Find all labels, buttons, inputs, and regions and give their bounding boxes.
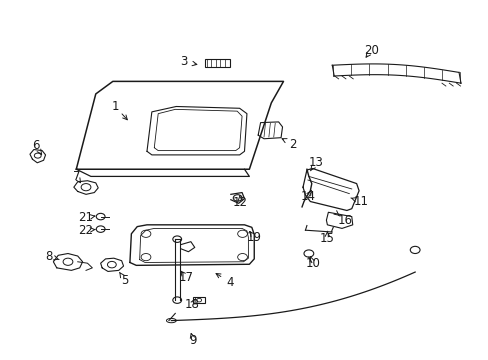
Text: 18: 18 (184, 298, 200, 311)
Text: 19: 19 (246, 231, 261, 244)
Text: 16: 16 (337, 214, 352, 227)
Text: 6: 6 (32, 139, 40, 152)
Text: 17: 17 (178, 271, 193, 284)
Text: 8: 8 (45, 249, 52, 262)
Text: 10: 10 (305, 257, 320, 270)
Text: 5: 5 (121, 274, 128, 287)
Text: 14: 14 (300, 190, 315, 203)
Text: 13: 13 (308, 156, 323, 169)
Text: 12: 12 (233, 196, 247, 209)
Text: 3: 3 (180, 55, 187, 68)
Text: 9: 9 (189, 334, 197, 347)
Text: 4: 4 (225, 276, 233, 289)
Text: 20: 20 (363, 44, 378, 57)
Text: 2: 2 (289, 138, 296, 150)
Text: 1: 1 (111, 100, 119, 113)
Text: 15: 15 (319, 231, 334, 244)
Text: 21: 21 (79, 211, 93, 224)
Text: 22: 22 (79, 224, 93, 237)
Text: 7: 7 (72, 170, 80, 183)
Text: 11: 11 (353, 195, 368, 208)
